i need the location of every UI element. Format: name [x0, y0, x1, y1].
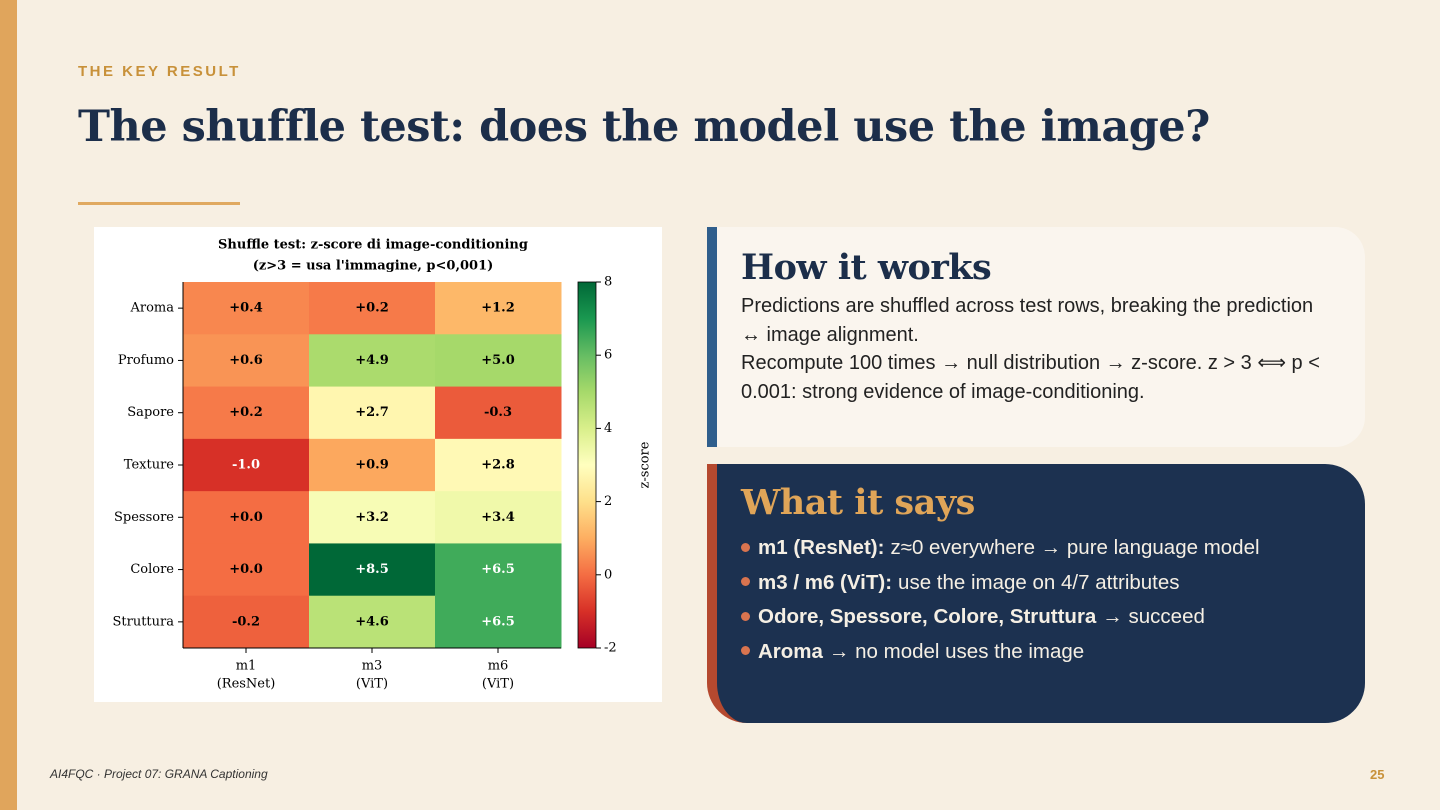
heatmap-cell — [435, 282, 562, 335]
value-label: +0.2 — [229, 405, 263, 420]
colorbar-tick-label: 2 — [604, 494, 612, 509]
x-tick-label: m6 — [488, 659, 509, 674]
heatmap-cell — [183, 334, 310, 388]
colorbar-tick-label: 4 — [604, 421, 612, 436]
value-label: +0.0 — [229, 562, 263, 577]
value-label: +5.0 — [481, 353, 515, 368]
bullet: Odore, Spessore, Colore, Struttura → succ… — [741, 600, 1335, 635]
chart: Shuffle test: z-score di image-condition… — [94, 227, 662, 702]
heatmap-cell — [435, 543, 562, 597]
title-rule — [78, 202, 240, 205]
bullet-bold: m3 / m6 (ViT): — [758, 570, 893, 594]
value-label: +0.4 — [229, 301, 263, 316]
bullet: m1 (ResNet): z≈0 everywhere → pure langua… — [741, 531, 1335, 566]
heatmap-cell — [309, 334, 436, 388]
y-tick-label: Colore — [130, 562, 174, 577]
value-label: +3.4 — [481, 510, 515, 525]
bullet-bold: m1 (ResNet): — [758, 536, 885, 559]
value-label: -0.2 — [232, 614, 260, 629]
value-label: +2.7 — [355, 405, 389, 420]
value-label: +3.2 — [355, 510, 389, 525]
heatmap-cell — [183, 386, 310, 440]
value-label: +1.2 — [481, 301, 515, 316]
bullet-list: m1 (ResNet): z≈0 everywhere → pure langua… — [741, 531, 1335, 669]
value-label: +0.0 — [229, 510, 263, 525]
chart-title: (z>3 = usa l'immagine, p<0,001) — [253, 259, 494, 274]
value-label: +0.6 — [229, 353, 263, 368]
heatmap-cell — [435, 438, 562, 492]
card-heading: How it works — [741, 247, 992, 288]
bullet: Aroma → no model uses the image — [741, 635, 1335, 670]
bullet-text: use the image on 4/7 attributes — [898, 570, 1180, 594]
heatmap-cell — [435, 334, 562, 388]
page-number: 25 — [1370, 767, 1385, 782]
heatmap-cell — [309, 386, 436, 440]
paragraph: Predictions are shuffled across test row… — [741, 295, 1314, 346]
colorbar-tick-label: 6 — [604, 348, 612, 363]
x-tick-label: m3 — [362, 659, 383, 674]
card-heading: What it says — [741, 482, 975, 523]
value-label: -1.0 — [232, 458, 260, 473]
y-tick-label: Texture — [124, 458, 174, 473]
x-tick-label: (ResNet) — [217, 677, 276, 692]
bullet-text: → no model uses the image — [828, 639, 1085, 663]
colorbar-label: z-score — [638, 441, 653, 488]
colorbar-tick-label: 0 — [604, 567, 612, 582]
heatmap-cell — [183, 595, 310, 649]
heatmap-cell — [183, 438, 310, 492]
x-tick-label: (ViT) — [356, 677, 388, 692]
value-label: +2.8 — [481, 458, 515, 473]
paragraph: Recompute 100 times → null distribution … — [741, 352, 1320, 403]
value-label: -0.3 — [484, 405, 512, 420]
bullet-text: z≈0 everywhere → pure language model — [890, 536, 1260, 559]
y-tick-label: Profumo — [118, 353, 174, 368]
bullet-bold: Odore, Spessore, Colore, Struttura — [758, 605, 1097, 628]
heatmap-cell — [183, 491, 310, 544]
heatmap-cell — [435, 386, 562, 440]
value-label: +6.5 — [481, 562, 515, 577]
card: How it works Predictions are shuffled ac… — [707, 227, 1365, 447]
value-label: +8.5 — [355, 562, 389, 577]
heatmap-cell — [435, 595, 562, 649]
heatmap-cell — [183, 543, 310, 597]
colorbar-tick-label: 8 — [604, 275, 612, 290]
y-tick-label: Sapore — [127, 405, 174, 420]
x-tick-label: (ViT) — [482, 677, 514, 692]
heatmap-cell — [435, 491, 562, 544]
chart-title: Shuffle test: z-score di image-condition… — [218, 238, 528, 253]
value-label: +4.9 — [355, 353, 389, 368]
heatmap-cell — [309, 282, 436, 335]
value-label: +4.6 — [355, 614, 389, 629]
y-tick-label: Spessore — [114, 510, 174, 525]
heatmap-cell — [309, 595, 436, 649]
bullet-text: → succeed — [1102, 605, 1205, 628]
colorbar — [577, 281, 597, 649]
footer-text: AI4FQC · Project 07: GRANA Captioning — [50, 767, 268, 781]
heatmap-cell — [309, 438, 436, 492]
value-label: +0.2 — [355, 301, 389, 316]
bullet-bold: Aroma — [758, 639, 823, 663]
x-tick-label: m1 — [236, 659, 257, 674]
value-label: +6.5 — [481, 614, 515, 629]
bullet: m3 / m6 (ViT): use the image on 4/7 attri… — [741, 566, 1335, 601]
colorbar-tick-label: -2 — [604, 641, 617, 656]
heatmap-cell — [309, 491, 436, 544]
heatmap-cell — [183, 282, 310, 335]
slide-title: The shuffle test: does the model use the… — [78, 102, 1210, 152]
kicker: THE KEY RESULT — [78, 63, 241, 80]
heatmap-cell — [309, 543, 436, 597]
card: What it says m1 (ResNet): z≈0 everywhere … — [707, 464, 1365, 723]
accent-stripe — [0, 0, 17, 810]
y-tick-label: Struttura — [112, 614, 174, 629]
value-label: +0.9 — [355, 458, 389, 473]
y-tick-label: Aroma — [129, 301, 174, 316]
